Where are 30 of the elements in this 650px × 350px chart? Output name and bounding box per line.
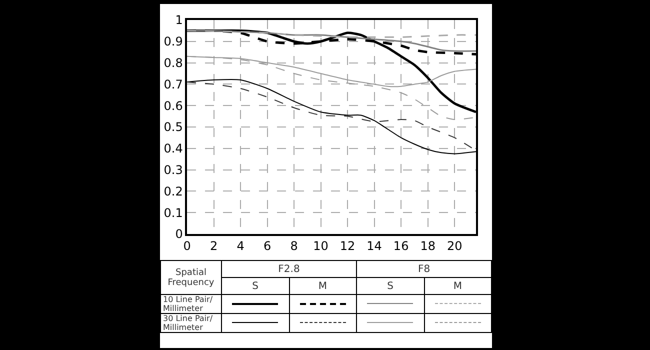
x-tick-label: 2 xyxy=(210,239,218,254)
x-tick-label: 8 xyxy=(290,239,298,254)
x-tick-label: 12 xyxy=(340,239,356,254)
text: 30 Line Pair/ Millimeter xyxy=(160,314,222,332)
text: S xyxy=(356,278,424,294)
x-tick-label: 14 xyxy=(366,239,382,254)
text: M xyxy=(424,278,492,294)
text: 10 Line Pair/ Millimeter xyxy=(160,294,222,314)
x-tick-label: 16 xyxy=(393,239,409,254)
y-tick-label: 0.4 xyxy=(164,142,183,156)
y-tick-label: 1 xyxy=(175,13,183,28)
y-tick-label: 0.2 xyxy=(164,184,183,198)
y-tick-label: 0 xyxy=(175,227,183,242)
text: F2.8 xyxy=(222,260,356,278)
y-tick-label: 0.3 xyxy=(164,163,183,177)
y-tick-label: 0.9 xyxy=(164,34,183,49)
y-tick-label: 0.6 xyxy=(164,98,183,113)
y-tick-label: 0.7 xyxy=(164,77,183,92)
x-tick-label: 10 xyxy=(313,239,328,254)
y-tick-label: 0.1 xyxy=(164,206,183,220)
x-tick-label: 6 xyxy=(263,239,272,254)
y-tick-label: 0.5 xyxy=(164,120,183,134)
x-tick-label: 4 xyxy=(236,239,244,254)
x-tick-label: 20 xyxy=(446,239,462,254)
text: M xyxy=(289,278,356,294)
x-tick-label: 18 xyxy=(420,239,436,254)
text: S xyxy=(222,278,289,294)
y-tick-label: 0.8 xyxy=(164,56,183,70)
text: F8 xyxy=(356,260,492,278)
legend-title: Spatial Frequency xyxy=(160,260,222,294)
